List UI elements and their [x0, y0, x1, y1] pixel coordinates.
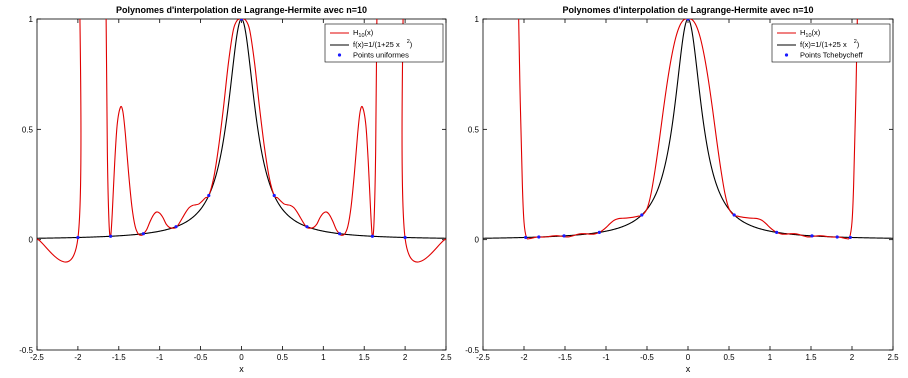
interpolation-point — [305, 225, 309, 229]
x-tick-label: -1.5 — [112, 353, 126, 362]
legend: H10(x)f(x)=1/(1+25 x 2)Points Tchebycheff — [771, 23, 891, 63]
x-tick-label: 0.5 — [723, 353, 735, 362]
interpolation-point — [109, 234, 113, 238]
runge-function-line — [37, 19, 446, 239]
legend-f-main: f(x)=1/(1+25 x — [353, 40, 400, 49]
x-tick-label: 2 — [403, 353, 408, 362]
x-tick-label: 1.5 — [805, 353, 817, 362]
interpolation-point — [239, 19, 244, 21]
interpolation-point — [597, 230, 601, 234]
legend-h10-tail: (x) — [365, 28, 374, 37]
legend-h10-label: H10(x) — [800, 28, 821, 39]
legend-f-tail: ) — [410, 40, 413, 49]
interpolation-point — [272, 193, 276, 198]
interpolation-point — [732, 213, 736, 217]
x-tick-label: 2.5 — [440, 353, 452, 362]
x-tick-label: -2.5 — [476, 353, 490, 362]
chart-title: Polynomes d'interpolation de Lagrange-He… — [116, 5, 367, 15]
y-tick-label: 1 — [475, 15, 480, 24]
y-tick-label: 1 — [29, 15, 34, 24]
interpolation-point — [207, 193, 211, 198]
x-tick-label: -1 — [156, 353, 164, 362]
x-tick-label: -0.5 — [194, 353, 208, 362]
plot-area — [482, 18, 894, 351]
y-tick-label: -0.5 — [19, 346, 33, 355]
x-tick-label: -2.5 — [30, 353, 44, 362]
interpolation-point — [562, 234, 566, 238]
legend-points-swatch — [784, 53, 789, 57]
x-tick-label: -1.5 — [558, 353, 572, 362]
plot-area — [36, 18, 447, 351]
plot-content — [37, 19, 446, 263]
legend-h10-sub: 10 — [358, 33, 364, 39]
legend-f-tail: ) — [857, 40, 860, 49]
legend: H10(x)f(x)=1/(1+25 x 2)Points uniformes — [324, 23, 444, 63]
interpolation-point — [76, 235, 80, 240]
interpolation-point — [174, 225, 178, 229]
x-tick-label: -0.5 — [640, 353, 654, 362]
h10-polynomial-line — [37, 19, 446, 263]
x-axis-label: x — [686, 364, 691, 374]
legend-f-sup: 2 — [407, 39, 410, 45]
x-tick-label: 2 — [850, 353, 855, 362]
interpolation-point — [403, 235, 407, 240]
interpolation-point — [686, 19, 690, 21]
legend-h10-tail: (x) — [812, 28, 821, 37]
legend-f-label: f(x)=1/(1+25 x 2) — [800, 39, 860, 49]
interpolation-point — [848, 235, 852, 240]
legend-points-label: Points uniformes — [353, 51, 409, 60]
chart-title: Polynomes d'interpolation de Lagrange-He… — [563, 5, 814, 15]
h10-polynomial-line — [518, 19, 858, 240]
legend-points-label: Points Tchebycheff — [800, 51, 864, 60]
y-tick-label: 0 — [475, 236, 480, 245]
x-tick-label: -2 — [74, 353, 82, 362]
legend-h10-main: H — [800, 28, 805, 37]
x-tick-label: 1 — [768, 353, 773, 362]
legend-box — [324, 23, 444, 63]
interpolation-point — [141, 232, 145, 236]
x-axis-label: x — [239, 364, 244, 374]
legend-h10-main: H — [353, 28, 358, 37]
y-tick-label: 0.5 — [468, 125, 480, 134]
chart-panel-1: -2.5 -2 -1.5 -1 -0.5 0 0.5 1 1.5 2 2.5 -0.5 0 0.5 1 Pol… — [19, 5, 452, 374]
x-tick-label: -1 — [602, 353, 610, 362]
x-tick-label: 0 — [686, 353, 691, 362]
legend-h10-label: H10(x) — [353, 28, 374, 39]
legend-points-swatch — [337, 53, 342, 57]
x-tick-label: 1.5 — [359, 353, 371, 362]
interpolation-point — [640, 213, 644, 217]
x-tick-label: 1 — [321, 353, 326, 362]
legend-f-sup: 2 — [854, 39, 857, 45]
legend-f-label: f(x)=1/(1+25 x 2) — [353, 39, 413, 49]
x-tick-label: 0.5 — [277, 353, 289, 362]
interpolation-point — [524, 235, 528, 240]
x-tick-label: -2 — [520, 353, 528, 362]
y-tick-label: 0 — [29, 236, 34, 245]
interpolation-point — [835, 235, 839, 239]
plot-content — [483, 19, 893, 240]
y-tick-label: 0.5 — [22, 125, 34, 134]
x-tick-label: 0 — [239, 353, 244, 362]
y-tick-label: -0.5 — [465, 346, 479, 355]
interpolation-point — [338, 232, 342, 236]
legend-f-main: f(x)=1/(1+25 x — [800, 40, 847, 49]
interpolation-point — [537, 235, 541, 239]
interpolation-point — [370, 234, 374, 238]
interpolation-point — [810, 234, 814, 238]
chart-panel-2: -2.5 -2 -1.5 -1 -0.5 0 0.5 1 1.5 2 2.5 -0.5 0 0.5 1 Pol… — [465, 5, 899, 374]
legend-box — [771, 23, 891, 63]
legend-h10-sub: 10 — [805, 33, 811, 39]
interpolation-point — [775, 230, 779, 234]
x-tick-label: 2.5 — [887, 353, 899, 362]
